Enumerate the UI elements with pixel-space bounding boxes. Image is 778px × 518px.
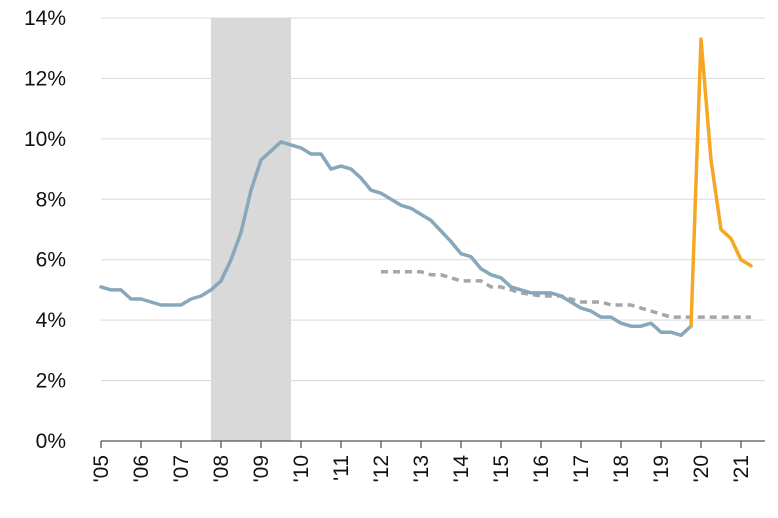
y-tick-label: 10%: [24, 128, 66, 151]
x-tick-label: '14: [450, 455, 473, 483]
x-tick-label: '11: [330, 455, 353, 481]
x-tick-label: '20: [690, 455, 713, 482]
y-tick-label: 14%: [24, 7, 66, 30]
y-tick-label: 2%: [36, 370, 66, 393]
x-tick-label: '15: [490, 455, 513, 482]
x-tick-label: '05: [90, 455, 113, 482]
series-line-2: [381, 270, 751, 319]
y-tick-label: 6%: [36, 249, 66, 272]
x-tick-labels: '05 '06 '07 '08 '09 '10 '11 '12 '13 '14 '15 '16 '17 '…: [90, 455, 753, 483]
x-axis: [100, 440, 765, 448]
y-tick-labels: 0% 2% 4% 6% 8% 10% 12% 14%: [24, 7, 66, 453]
x-tick-label: '07: [170, 455, 193, 482]
x-tick-label: '08: [210, 455, 233, 482]
recession-band-layer: [211, 18, 291, 441]
series-line-0: [99, 140, 693, 338]
recession-band: [211, 18, 291, 441]
x-tick-label: '09: [250, 455, 273, 482]
x-tick-label: '10: [290, 455, 313, 482]
series-layer: [99, 37, 753, 338]
x-tick-label: '18: [610, 455, 633, 482]
x-tick-label: '16: [530, 455, 553, 482]
x-tick-label: '17: [570, 455, 593, 482]
y-tick-label: 8%: [36, 188, 66, 211]
x-tick-label: '19: [650, 455, 673, 482]
gridlines: [101, 17, 765, 382]
y-tick-label: 4%: [36, 309, 66, 332]
x-tick-label: '12: [370, 455, 393, 482]
y-tick-label: 12%: [24, 67, 66, 90]
y-tick-label: 0%: [36, 430, 66, 453]
x-tick-label: '21: [730, 455, 753, 482]
series-line-1: [689, 37, 753, 328]
x-tick-label: '06: [130, 455, 153, 482]
x-tick-label: '13: [410, 455, 433, 482]
